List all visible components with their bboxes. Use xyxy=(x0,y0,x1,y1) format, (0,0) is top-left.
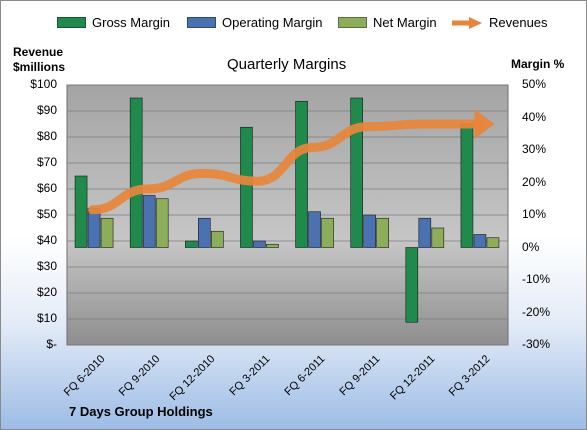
legend-label-gross: Gross Margin xyxy=(92,15,171,30)
y2-tick-label: 40% xyxy=(522,109,547,124)
y-tick-label: $30 xyxy=(36,259,57,273)
bar-operating-margin xyxy=(253,240,266,248)
legend-operating-margin: Operating Margin xyxy=(187,15,322,30)
y-axis-title: Revenue $millions xyxy=(13,45,66,74)
legend-label-operating: Operating Margin xyxy=(222,15,323,30)
y2-tick-label: 50% xyxy=(522,77,547,91)
legend-net-margin: Net Margin xyxy=(338,15,437,30)
bar-operating-margin xyxy=(308,211,321,248)
bar-operating-margin xyxy=(473,234,487,248)
bar-operating-margin xyxy=(363,214,376,248)
y2-tick-label: -30% xyxy=(522,337,551,351)
bar-net-margin xyxy=(266,243,279,248)
bar-operating-margin xyxy=(198,217,211,248)
bar-operating-margin xyxy=(87,208,101,248)
legend-label-net: Net Margin xyxy=(373,15,437,30)
y2-tick-label: -20% xyxy=(522,304,551,319)
legend-label-revenues: Revenues xyxy=(489,15,548,30)
company-name: 7 Days Group Holdings xyxy=(69,404,213,419)
y2-tick-label: 0% xyxy=(522,239,540,254)
chart-title: Quarterly Margins xyxy=(227,56,347,73)
bar-gross-margin xyxy=(185,240,198,248)
bar-operating-margin xyxy=(418,217,432,248)
bar-gross-margin xyxy=(74,175,88,248)
legend-swatch-gross xyxy=(57,17,86,28)
bar-gross-margin xyxy=(350,97,363,248)
bar-gross-margin xyxy=(295,100,308,248)
y-tick-label: $10 xyxy=(36,311,57,325)
y2-tick-label: 30% xyxy=(522,142,547,156)
bar-gross-margin xyxy=(405,247,419,323)
bar-gross-margin xyxy=(240,126,253,248)
bar-net-margin xyxy=(155,198,169,248)
y-tick-label: $80 xyxy=(36,129,57,143)
y-tick-label: $50 xyxy=(36,207,57,221)
y-tick-label: $60 xyxy=(36,181,57,195)
y2-tick-label: -10% xyxy=(522,272,551,286)
revenue-arrowhead xyxy=(474,109,495,139)
legend-swatch-operating xyxy=(187,17,216,28)
revenue-line xyxy=(88,119,483,215)
legend-revenues: Revenues xyxy=(451,15,548,30)
y-tick-label: $70 xyxy=(36,155,57,169)
bar-net-margin xyxy=(486,237,500,248)
y2-tick-label: 10% xyxy=(522,207,547,221)
y-tick-label: $100 xyxy=(30,77,57,91)
bar-net-margin xyxy=(376,217,389,248)
y-tick-label: $90 xyxy=(36,103,57,117)
bar-gross-margin xyxy=(460,123,474,248)
bar-gross-margin xyxy=(129,97,143,248)
legend-swatch-net xyxy=(338,17,367,28)
bar-net-margin xyxy=(431,227,445,248)
bar-net-margin xyxy=(211,230,224,248)
y2-axis-title: Margin % xyxy=(511,57,565,71)
y-tick-label: $- xyxy=(46,337,57,351)
legend-arrow-icon xyxy=(452,16,482,29)
y2-tick-label: 20% xyxy=(522,174,547,189)
bar-net-margin xyxy=(100,217,114,248)
bar-operating-margin xyxy=(142,195,156,248)
bar-net-margin xyxy=(321,217,334,248)
y-tick-label: $20 xyxy=(36,285,57,299)
y-tick-label: $40 xyxy=(36,233,57,247)
legend-gross-margin: Gross Margin xyxy=(57,15,170,30)
